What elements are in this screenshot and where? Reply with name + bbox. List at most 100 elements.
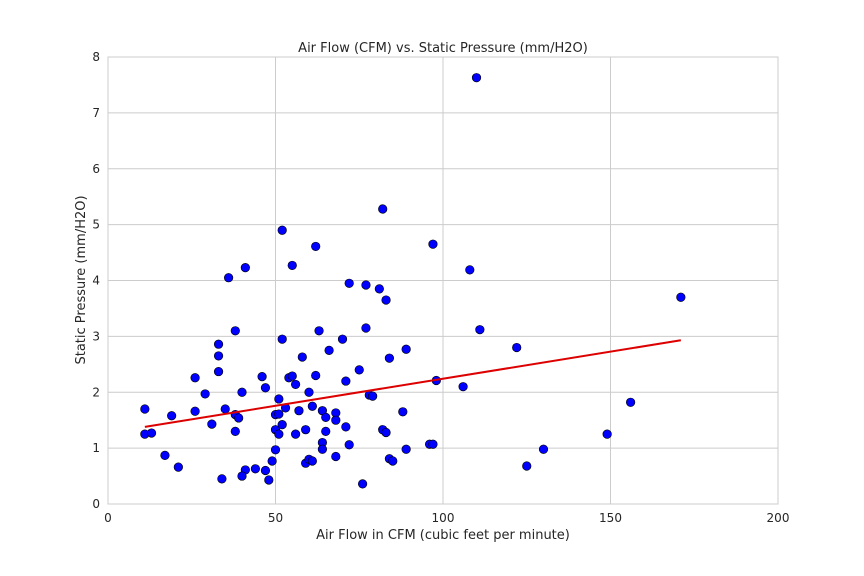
data-point: [297, 352, 307, 362]
data-point: [358, 479, 368, 489]
data-point: [625, 397, 636, 407]
data-point: [401, 344, 411, 354]
data-point: [307, 401, 317, 411]
x-tick-labels: 0 50 100 150 200: [104, 511, 789, 525]
data-point: [230, 326, 240, 336]
data-point: [294, 406, 304, 416]
data-point: [384, 353, 395, 363]
data-point: [190, 406, 200, 416]
y-tick-label: 1: [92, 441, 100, 455]
data-point: [264, 475, 274, 485]
data-point: [341, 422, 351, 432]
data-point: [220, 404, 230, 414]
data-point: [321, 426, 331, 436]
y-tick-label: 2: [92, 385, 100, 399]
data-point: [344, 278, 354, 288]
data-point: [217, 474, 227, 484]
data-point: [354, 365, 364, 375]
data-point: [368, 391, 378, 401]
y-tick-labels: 0 1 2 3 4 5 6 7 8: [92, 50, 100, 511]
y-tick-label: 4: [92, 274, 100, 288]
data-point: [173, 462, 183, 472]
data-point: [602, 429, 612, 439]
data-point: [321, 412, 331, 422]
data-point: [277, 420, 287, 430]
data-point: [512, 342, 522, 353]
data-point: [311, 370, 321, 381]
data-point: [311, 241, 321, 252]
data-point: [341, 376, 351, 386]
data-point: [250, 464, 260, 474]
data-point: [260, 465, 271, 476]
x-tick-label: 50: [268, 511, 283, 525]
trend-line: [144, 339, 682, 428]
y-tick-label: 0: [92, 497, 100, 511]
data-point: [287, 371, 297, 381]
data-points: [140, 73, 686, 489]
data-point: [260, 383, 271, 393]
data-point: [291, 379, 301, 390]
data-point: [274, 394, 284, 404]
data-point: [676, 292, 686, 302]
data-point: [522, 461, 532, 471]
data-point: [304, 387, 314, 397]
data-point: [274, 409, 284, 419]
data-point: [314, 326, 324, 336]
data-point: [458, 382, 468, 392]
y-tick-label: 7: [92, 106, 100, 120]
data-point: [337, 334, 348, 344]
data-point: [307, 456, 317, 466]
y-tick-label: 3: [92, 329, 100, 343]
data-point: [381, 295, 391, 305]
data-point: [213, 366, 224, 377]
data-point: [277, 225, 287, 235]
y-axis-label: Static Pressure (mm/H2O): [74, 195, 89, 364]
data-point: [230, 426, 240, 436]
x-tick-label: 150: [599, 511, 622, 525]
data-point: [378, 204, 388, 214]
data-point: [388, 456, 398, 466]
data-point: [160, 450, 170, 460]
data-point: [361, 323, 371, 333]
data-point: [267, 456, 277, 466]
data-point: [213, 339, 224, 349]
data-point: [475, 325, 485, 335]
data-point: [374, 284, 384, 294]
data-point: [398, 407, 408, 417]
data-point: [471, 73, 482, 83]
chart-title: Air Flow (CFM) vs. Static Pressure (mm/H…: [298, 41, 588, 56]
data-point: [344, 440, 354, 450]
data-point: [291, 429, 301, 439]
data-point: [317, 444, 328, 454]
data-point: [287, 260, 297, 271]
data-point: [237, 387, 247, 397]
data-point: [277, 334, 287, 344]
data-point: [167, 411, 177, 421]
data-point: [401, 444, 411, 454]
data-point: [428, 439, 438, 449]
y-tick-label: 6: [92, 162, 100, 176]
y-tick-label: 8: [92, 50, 100, 64]
data-point: [237, 471, 247, 481]
data-point: [361, 280, 371, 290]
data-point: [381, 427, 391, 438]
data-point: [274, 429, 284, 439]
data-point: [146, 428, 157, 438]
data-point: [301, 425, 311, 435]
x-tick-label: 100: [432, 511, 455, 525]
data-point: [140, 404, 150, 414]
data-point: [428, 239, 438, 249]
trend-line-group: [144, 339, 682, 428]
y-tick-label: 5: [92, 218, 100, 232]
data-point: [213, 351, 224, 361]
x-tick-label: 200: [767, 511, 790, 525]
data-point: [190, 373, 200, 383]
data-point: [207, 419, 217, 429]
data-point: [465, 265, 475, 275]
data-point: [240, 263, 250, 273]
data-point: [324, 345, 334, 355]
data-point: [331, 415, 341, 425]
data-point: [270, 445, 281, 455]
x-tick-label: 0: [104, 511, 112, 525]
